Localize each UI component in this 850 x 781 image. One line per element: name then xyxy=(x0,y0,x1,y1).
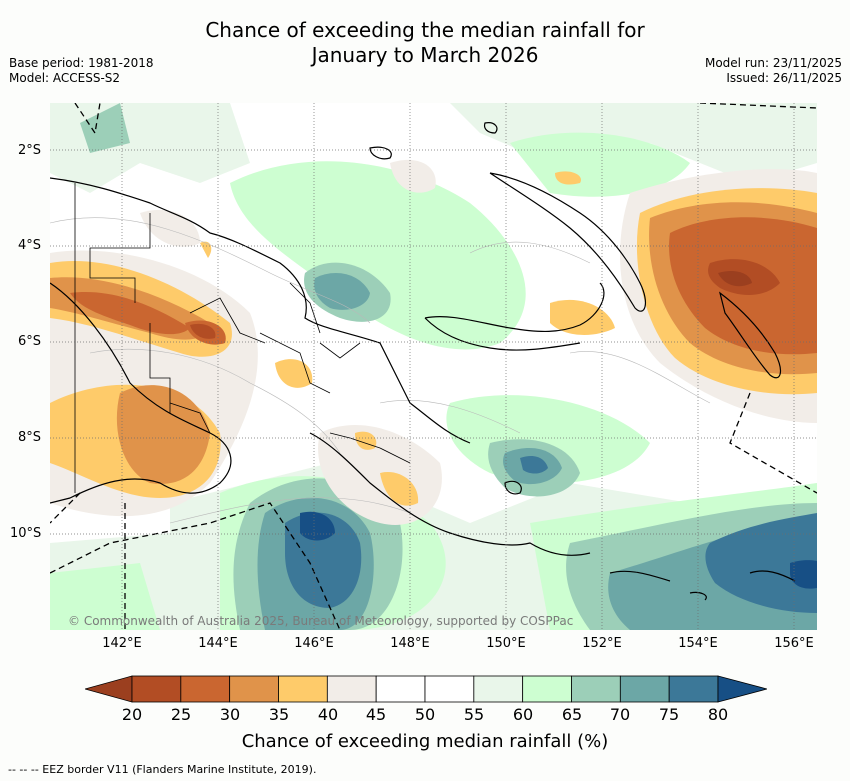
colorbar-tick: 65 xyxy=(561,705,583,724)
lat-label: 8°S xyxy=(18,430,42,445)
colorbar-tick: 45 xyxy=(365,705,387,724)
colorbar-swatch xyxy=(326,675,377,703)
coastlines xyxy=(50,122,796,601)
colorbar-swatch xyxy=(522,675,572,703)
lat-label: 6°S xyxy=(18,334,42,349)
contour-lines xyxy=(50,217,711,524)
lon-label: 146°E xyxy=(294,636,334,651)
lon-label: 144°E xyxy=(198,636,238,651)
lon-label: 148°E xyxy=(390,636,430,651)
colorbar-swatch-below-min xyxy=(85,675,133,703)
colorbar-swatch xyxy=(424,675,475,703)
model-name: Model: ACCESS-S2 xyxy=(9,71,121,85)
colorbar-tick: 80 xyxy=(707,705,729,724)
colorbar-tick: 20 xyxy=(121,705,143,724)
lon-label: 156°E xyxy=(774,636,814,651)
colorbar-swatch xyxy=(278,675,328,703)
colorbar-swatch xyxy=(375,675,426,703)
lon-label: 150°E xyxy=(486,636,526,651)
colorbar-swatch xyxy=(668,675,719,703)
colorbar-tick: 70 xyxy=(609,705,631,724)
lon-label: 142°E xyxy=(102,636,142,651)
colorbar-swatch xyxy=(229,675,279,703)
lat-label: 2°S xyxy=(18,143,42,158)
colorbar xyxy=(85,675,767,703)
new-ireland xyxy=(489,172,647,312)
copyright-notice: © Commonwealth of Australia 2025, Bureau… xyxy=(68,614,574,628)
model-info: Base period: 1981-2018 Model: ACCESS-S2 xyxy=(9,56,154,86)
colorbar-tick: 75 xyxy=(658,705,680,724)
rainfall-map xyxy=(50,103,817,630)
eez-borders xyxy=(50,103,817,630)
lat-label: 10°S xyxy=(10,526,42,541)
new-guinea-north-coast xyxy=(50,177,471,444)
colorbar-tick: 25 xyxy=(170,705,192,724)
colorbar-swatch-above-max xyxy=(717,675,767,703)
lat-label: 4°S xyxy=(18,238,42,253)
colorbar-tick: 50 xyxy=(414,705,436,724)
guadalcanal xyxy=(749,570,796,582)
colorbar-swatch xyxy=(619,675,670,703)
colorbar-label: Chance of exceeding median rainfall (%) xyxy=(241,731,609,752)
lon-label: 154°E xyxy=(678,636,718,651)
colorbar-swatch xyxy=(180,675,231,703)
map-title-line1: Chance of exceeding the median rainfall … xyxy=(205,18,645,42)
colorbar-swatch xyxy=(473,675,524,703)
bougainville xyxy=(719,291,782,379)
papuan-peninsula xyxy=(309,432,591,556)
band-80-plus xyxy=(300,511,817,589)
colorbar-tick: 60 xyxy=(512,705,534,724)
colorbar-swatch xyxy=(571,675,621,703)
trobriand xyxy=(504,480,522,495)
province-boundaries xyxy=(74,183,411,493)
map-title-line2: January to March 2026 xyxy=(311,43,539,67)
manus xyxy=(369,146,392,160)
gridlines xyxy=(50,103,817,630)
model-run-date: Model run: 23/11/2025 xyxy=(704,56,842,70)
new-britain xyxy=(424,282,605,351)
colorbar-tick: 40 xyxy=(317,705,339,724)
colorbar-tick: 55 xyxy=(463,705,485,724)
issued-date: Issued: 26/11/2025 xyxy=(726,71,842,85)
map-title: Chance of exceeding the median rainfall … xyxy=(0,18,850,68)
run-info: Model run: 23/11/2025 Issued: 26/11/2025 xyxy=(705,56,842,86)
colorbar-tick: 30 xyxy=(219,705,241,724)
north-island xyxy=(483,122,498,134)
louisiade xyxy=(609,570,707,601)
new-guinea-south-coast xyxy=(50,282,232,504)
base-period: Base period: 1981-2018 xyxy=(9,56,154,70)
eez-note: -- -- -- EEZ border V11 (Flanders Marine… xyxy=(8,763,317,776)
colorbar-swatch xyxy=(131,675,182,703)
lon-label: 152°E xyxy=(582,636,622,651)
colorbar-tick: 35 xyxy=(268,705,290,724)
band-below-20 xyxy=(718,271,752,287)
